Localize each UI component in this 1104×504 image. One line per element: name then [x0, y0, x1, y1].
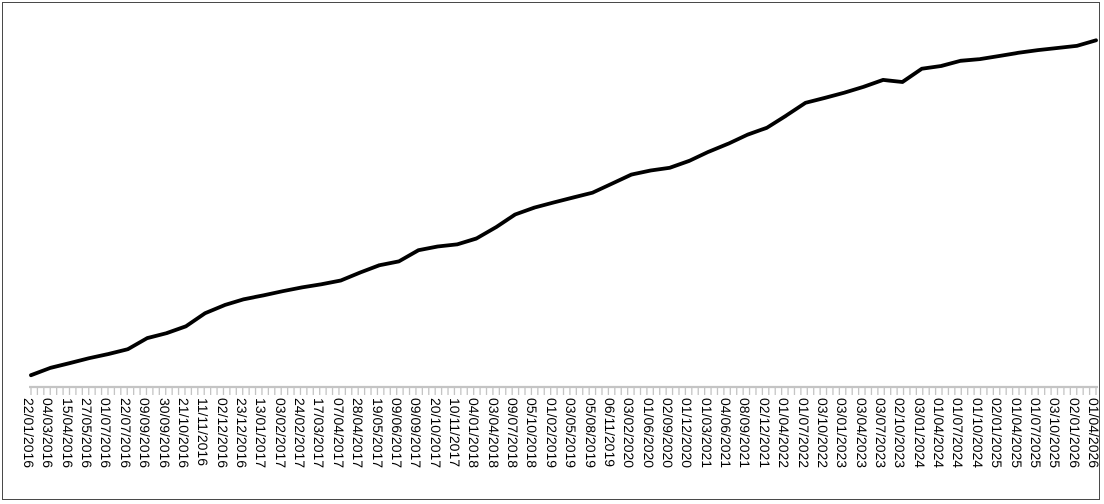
x-axis-ticks — [30, 388, 1097, 395]
data-series-line — [29, 38, 1098, 378]
line-chart-canvas — [29, 38, 1098, 395]
